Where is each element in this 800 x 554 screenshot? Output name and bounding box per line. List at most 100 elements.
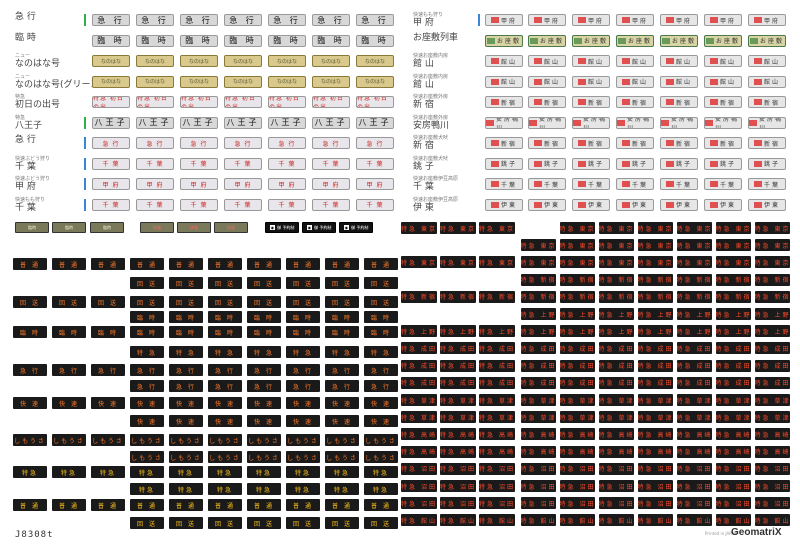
destination-plate: 伊東 [572,198,610,211]
destination-plate: 千 葉 [136,157,174,170]
destination-plate: 銚子 [704,157,742,170]
led-plate: 特急 新宿 [521,273,556,286]
led-plate: 回 送 [364,296,398,308]
destination-plate: なのはな [92,75,130,88]
led-plate: 臨 時 [91,326,125,338]
led-plate: 回 送 [286,517,320,529]
destination-plate: 臨 時 [312,34,350,47]
destination-plate: 新宿 [485,96,523,108]
row-label: 快速お座敷伊豆高原千 葉 [413,176,458,192]
led-plate: 特急 高崎 [521,445,556,458]
led-plate: 快 速 [247,397,281,409]
led-plate: 特急 東京 [401,222,437,234]
destination-plate: 千葉 [748,178,786,190]
destination-plate: 新宿 [704,96,742,108]
led-plate: 特急 館山 [638,514,673,527]
row-label-main: 急 行 [15,12,36,22]
color-marker [84,14,86,26]
destination-plate: 急 行 [136,137,174,149]
destination-plate: 八王子 [180,116,218,129]
led-plate: 特急 草津 [716,411,751,424]
led-plate: 回 送 [208,517,242,529]
led-plate: 回 送 [247,296,281,308]
destination-plate: 八王子 [136,116,174,129]
led-plate: 特急 沼田 [401,480,437,492]
led-plate: 快 速 [169,415,203,427]
led-plate: 快 速 [208,415,242,427]
led-plate: 普 通 [13,258,47,270]
led-plate: 快 速 [364,415,398,427]
destination-plate: 安房鴨川 [616,116,654,129]
led-plate: 特急 沼田 [401,497,437,510]
destination-plate: 甲 府 [268,178,306,190]
destination-plate: お座敷 [704,34,742,47]
led-plate: 臨 時 [286,326,320,338]
destination-plate: お座敷 [528,34,566,47]
led-plate: 特急 新宿 [560,273,595,286]
led-plate: 普 通 [208,499,242,511]
row-label: 臨 時 [15,33,36,43]
led-plate: 特急 沼田 [638,497,673,510]
row-label-sub: 快速ぶどう狩り [15,176,51,182]
led-plate: 特急 [13,466,47,478]
destination-plate: 新宿 [485,137,523,149]
destination-plate: 新宿 [528,137,566,149]
led-plate: 急 行 [130,380,164,392]
led-plate: 普 通 [364,499,398,511]
led-plate: 特急 [130,466,164,478]
destination-plate: 館山 [660,55,698,67]
led-plate: 普 通 [130,499,164,511]
led-plate: 特急 [247,466,281,478]
destination-plate: なのはな [356,75,394,88]
destination-plate: 新宿 [616,96,654,108]
led-plate: 特急 成田 [755,359,790,372]
led-plate: 特急 上野 [755,325,790,338]
led-plate: 回 送 [286,296,320,308]
led-plate: 特急 成田 [599,376,634,389]
destination-plate: なのはな [136,75,174,88]
led-plate: 臨 時 [364,326,398,338]
destination-plate: 急 行 [356,14,394,26]
led-plate: 臨 時 [247,311,281,323]
destination-plate: 甲府 [485,14,523,26]
led-plate: 特急 高崎 [638,428,673,441]
destination-plate: お座敷 [660,34,698,47]
led-plate: 特急 東京 [599,256,634,269]
row-label-main: 館 山 [413,59,434,69]
led-plate: 快 速 [208,397,242,409]
destination-plate: 急 行 [224,14,262,26]
destination-plate: 千 葉 [180,198,218,211]
led-plate: 回 送 [130,296,164,308]
led-plate: 急 行 [130,364,164,376]
destination-plate: 甲府 [528,14,566,26]
led-plate: 特急 草津 [677,394,712,406]
destination-plate: 千 葉 [92,157,130,170]
led-plate: 普 通 [91,258,125,270]
led-plate: 急 行 [325,364,359,376]
row-label: 特急 初日の出号 [15,94,60,110]
row-label: ニュー なのはな号 [15,53,60,69]
special-plate: 臨時 [15,222,49,233]
brand-logo: GeomatriX [731,527,782,538]
led-plate: 特急 沼田 [755,480,790,492]
led-plate: 快 速 [13,397,47,409]
destination-plate: 館山 [616,55,654,67]
led-plate: しもうさ [364,451,398,463]
led-plate: 特急 新宿 [716,290,751,303]
led-plate: 特急 沼田 [716,462,751,475]
destination-plate: 銚子 [660,157,698,170]
led-plate: しもうさ [325,451,359,463]
led-plate: しもうさ [325,434,359,446]
led-plate: 特急 東京 [677,222,712,234]
led-plate: 特急 高崎 [440,428,476,441]
led-plate: 特急 成田 [479,342,515,355]
led-plate: 回 送 [169,517,203,529]
led-plate: 普 通 [325,499,359,511]
led-plate: 特急 沼田 [716,480,751,492]
led-plate: 特 急 [247,346,281,358]
led-plate: 特急 成田 [755,342,790,355]
led-plate: 特急 上野 [716,308,751,320]
led-plate: 特急 上野 [440,325,476,338]
destination-plate: 新宿 [748,96,786,108]
destination-plate: 伊東 [660,198,698,211]
